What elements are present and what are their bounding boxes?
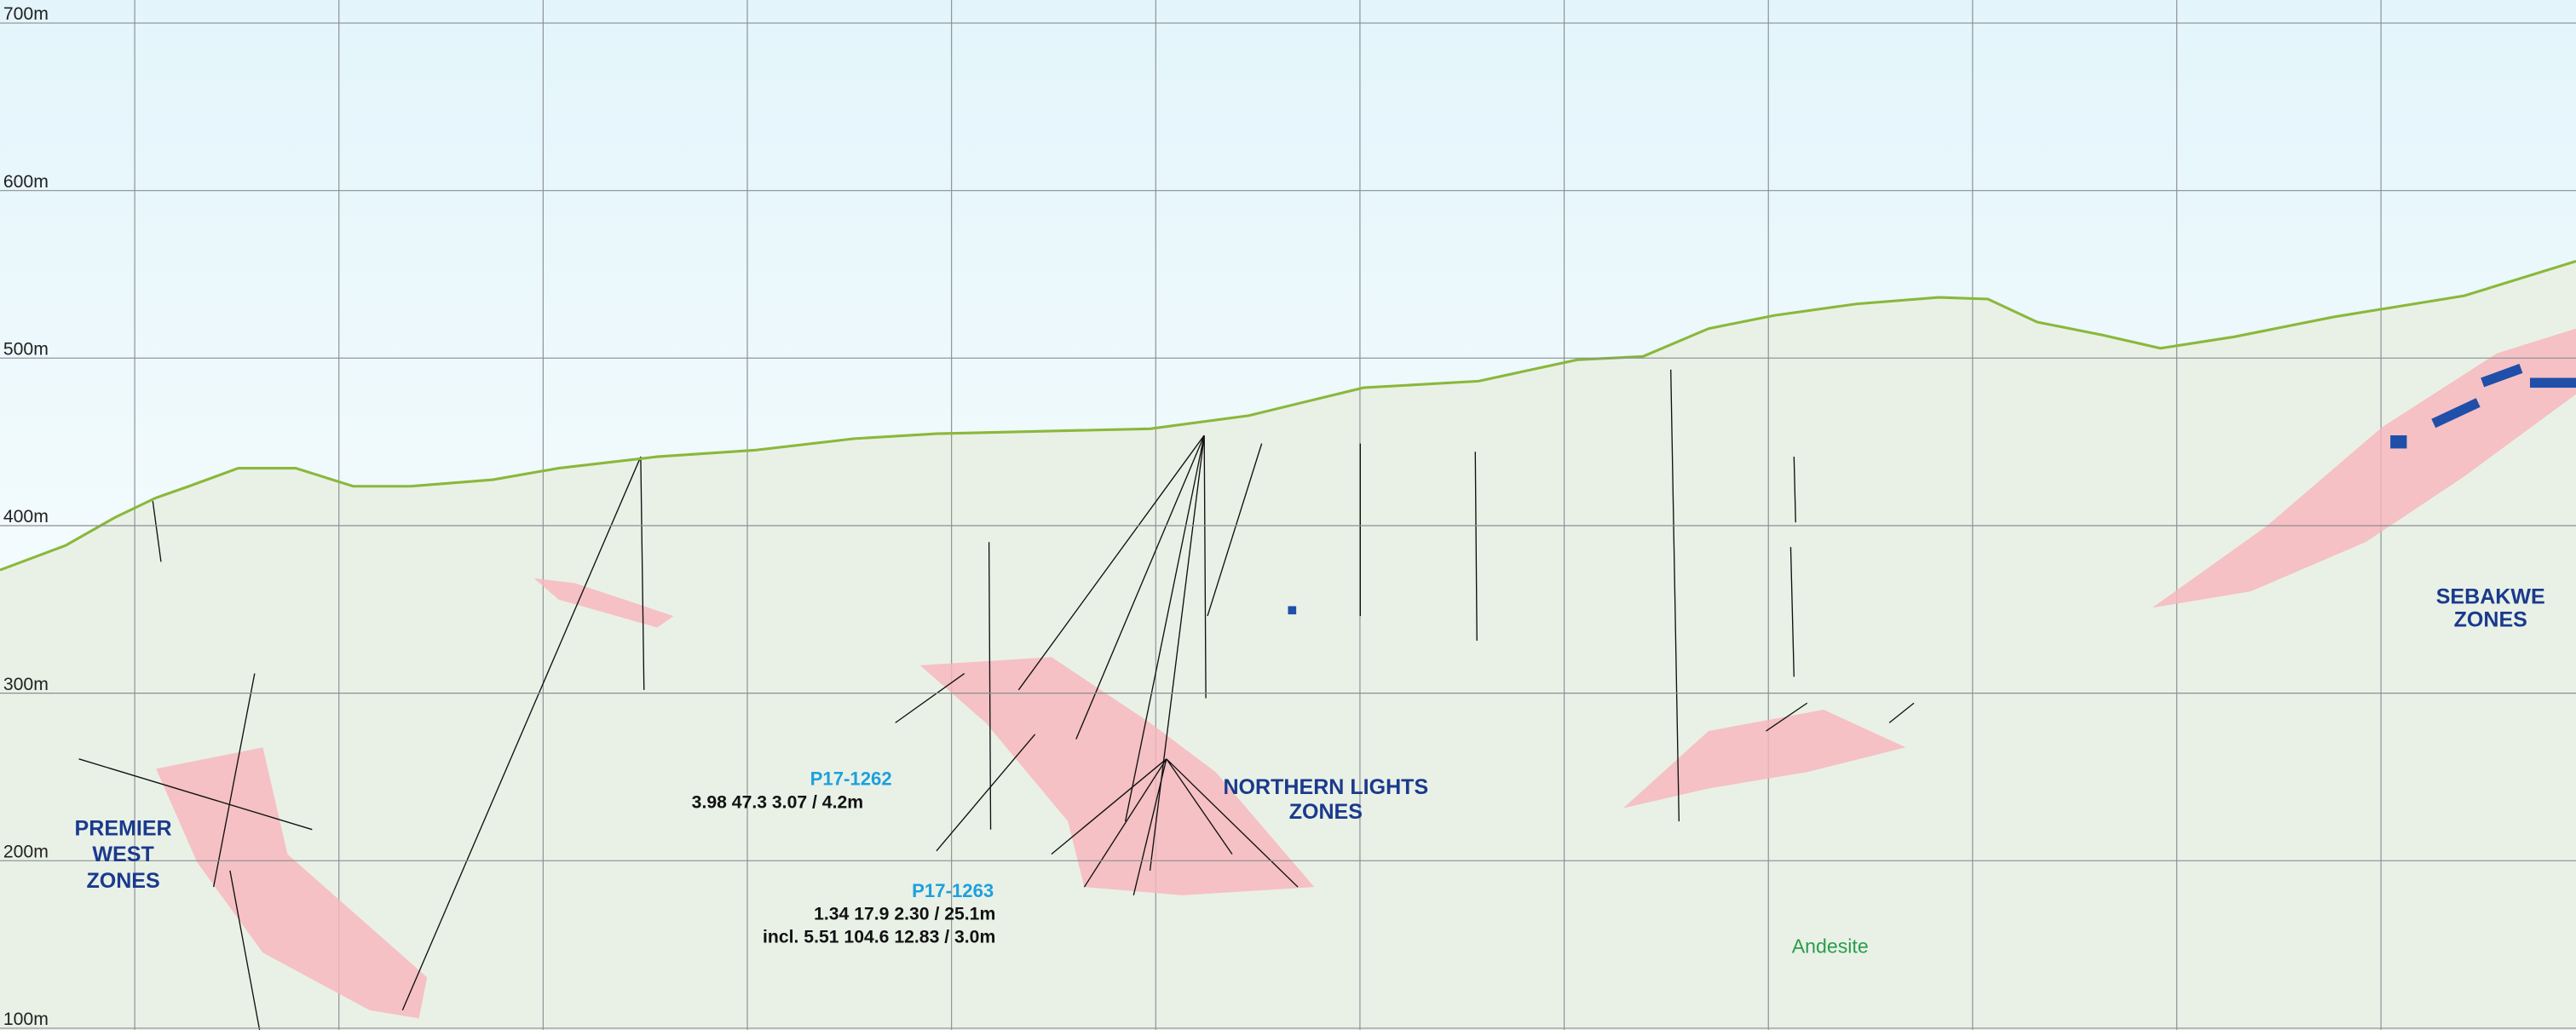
- y-tick-label: 100m: [3, 1010, 49, 1029]
- y-tick-label: 200m: [3, 842, 49, 861]
- block: [2390, 435, 2406, 448]
- hole-label: P17-1263: [912, 880, 994, 901]
- block: [1288, 607, 1297, 615]
- zone-label: WEST: [92, 843, 154, 866]
- zone-label: ZONES: [2454, 607, 2527, 631]
- y-tick-label: 400m: [3, 507, 49, 527]
- zone-label: ZONES: [86, 869, 159, 893]
- assay-label: 1.34 17.9 2.30 / 25.1m: [814, 905, 995, 924]
- page: {"axis": {"ylim": [99, 713.7], "yticks":…: [0, 0, 2576, 1030]
- y-tick-label: 500m: [3, 339, 49, 359]
- assay-label: incl. 5.51 104.6 12.83 / 3.0m: [763, 928, 995, 947]
- y-tick-label: 300m: [3, 675, 49, 694]
- lithology-label: Andesite: [1792, 935, 1869, 958]
- block: [2530, 378, 2576, 388]
- y-tick-label: 600m: [3, 172, 49, 192]
- assay-label: 3.98 47.3 3.07 / 4.2m: [692, 792, 863, 812]
- zone-label: SEBAKWE: [2436, 584, 2545, 608]
- zone-label: ZONES: [1289, 800, 1363, 824]
- zone-label: PREMIER: [75, 816, 172, 840]
- long-section: 700m 600m 500m 400m 300m 200m 100m PREMIER WES…: [0, 0, 2576, 1030]
- y-tick-label: 700m: [3, 4, 49, 24]
- zone-label: NORTHERN LIGHTS: [1223, 775, 1428, 799]
- hole-label: P17-1262: [810, 768, 892, 790]
